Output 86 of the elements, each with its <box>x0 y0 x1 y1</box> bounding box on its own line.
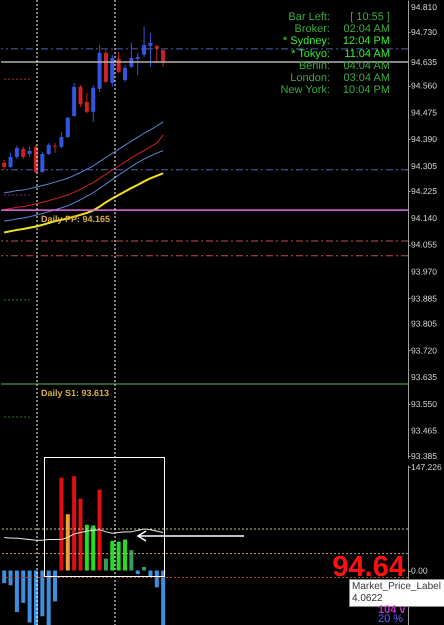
line-series <box>4 528 164 541</box>
annotation: Broker: <box>294 23 330 36</box>
candlestick <box>123 64 128 82</box>
line-series <box>4 134 164 210</box>
y-tick-label: 94.635 <box>411 57 438 68</box>
bar <box>53 570 58 602</box>
annotation: 02:04 AM <box>344 23 390 36</box>
annotation: * Sydney: <box>282 35 330 48</box>
line-series <box>4 121 164 194</box>
candlestick <box>8 152 13 168</box>
bar <box>28 570 32 623</box>
bar <box>161 570 166 625</box>
annotation: Market_Price_Label <box>352 581 441 593</box>
y-tick-label: 94.225 <box>411 186 438 196</box>
bar <box>154 570 159 588</box>
candlestick <box>46 142 51 156</box>
candlestick <box>21 146 26 160</box>
y-tick-label: 94.390 <box>411 134 438 144</box>
ref-line-label: Daily S1: 93.613 <box>41 388 110 398</box>
annotation: 04:04 AM <box>344 60 390 72</box>
y-tick-label: 93.635 <box>411 372 438 382</box>
bar <box>40 570 44 616</box>
bar <box>91 525 96 571</box>
y-tick-label: 94.305 <box>411 161 438 171</box>
candlestick <box>91 84 96 122</box>
bar <box>14 570 19 612</box>
candlestick <box>154 44 159 64</box>
y-tick-label: 93.720 <box>411 345 438 356</box>
annotation: 4.0622 <box>352 593 383 605</box>
candlestick <box>84 92 89 114</box>
y-tick-label: 93.805 <box>411 318 438 328</box>
y-tick-label: 94.055 <box>411 240 438 250</box>
candlestick <box>53 142 58 154</box>
bar <box>148 570 152 576</box>
y-tick-label: 93.550 <box>411 398 438 409</box>
annotation: 20 % <box>378 613 404 625</box>
y-tick-label: 94.140 <box>411 212 438 223</box>
y-tick-label: 147.226 <box>411 462 442 472</box>
y-tick-label: 94.475 <box>411 107 438 118</box>
annotation: 11:04 AM <box>344 48 390 60</box>
annotation: 94.64 <box>332 551 405 583</box>
line-series <box>3 172 164 234</box>
y-tick-label: 93.970 <box>411 266 438 277</box>
bar <box>59 478 64 571</box>
candlestick <box>59 131 64 149</box>
bar <box>142 566 146 571</box>
annotation: Berlin: <box>298 60 330 72</box>
candlestick <box>40 151 44 174</box>
bar <box>66 514 70 571</box>
candlestick <box>28 146 32 158</box>
y-tick-label: 94.730 <box>411 27 438 38</box>
annotation: London: <box>290 72 330 84</box>
candlestick <box>2 160 6 170</box>
y-tick-label: 93.465 <box>411 426 438 436</box>
annotation: Bar Left: <box>288 11 330 23</box>
bar <box>136 570 140 574</box>
y-tick-label: 94.810 <box>411 2 438 12</box>
candlestick <box>66 116 70 138</box>
candlestick <box>136 52 140 76</box>
line-series <box>4 150 164 222</box>
bar <box>104 558 108 571</box>
annotation: 12:04 PM <box>342 35 390 48</box>
candlestick <box>142 26 146 58</box>
y-tick-label: 94.560 <box>411 80 438 91</box>
bar <box>129 550 134 571</box>
candlestick <box>78 84 82 108</box>
annotation: [ 10:55 ] <box>350 11 390 23</box>
annotation: New York: <box>280 84 330 96</box>
y-tick-label: 93.885 <box>411 293 438 304</box>
candlestick <box>14 145 19 160</box>
bar <box>21 570 26 603</box>
bar <box>98 490 102 571</box>
annotation: 10:04 PM <box>342 84 390 96</box>
bar <box>84 524 89 571</box>
annotation: 03:04 AM <box>344 72 390 84</box>
annotation: * Tokyo: <box>291 48 330 60</box>
bar <box>110 540 114 571</box>
y-tick-label: 93.385 <box>411 450 438 461</box>
bar <box>116 542 121 571</box>
bar <box>72 476 76 571</box>
bar <box>123 540 128 571</box>
bar <box>78 498 82 571</box>
y-tick-label: 0.00 <box>411 566 428 576</box>
bar <box>2 570 6 584</box>
bar <box>8 570 13 586</box>
candlestick <box>148 32 152 68</box>
